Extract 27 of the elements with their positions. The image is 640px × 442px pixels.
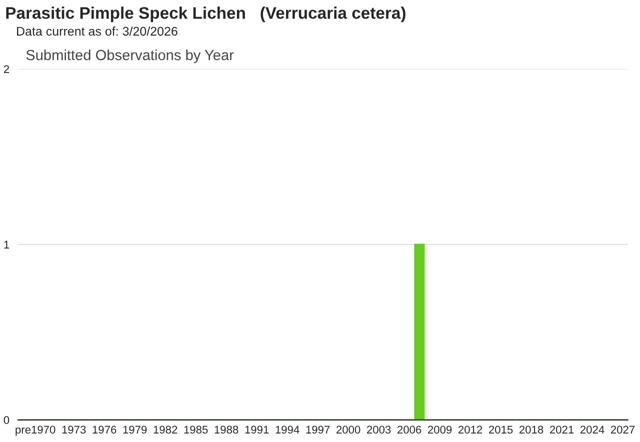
x-tick-label: pre [16, 428, 31, 436]
chart-subtitle: Data current as of: 3/20/2026 [17, 26, 178, 36]
x-tick-label: 1991 [245, 426, 269, 434]
y-tick-label: 2 [4, 65, 10, 73]
x-tick-label: 2021 [550, 426, 574, 434]
x-tick-label: 2015 [488, 426, 513, 434]
x-tick-label: 2024 [580, 426, 604, 434]
chart-title: Parasitic Pimple Speck Lichen (Verrucaria cetera) [6, 6, 406, 22]
x-tick-label: 1988 [214, 426, 238, 434]
x-tick-label: 2000 [336, 426, 360, 434]
x-tick-label: 1970 [32, 426, 56, 434]
x-tick-label: 2009 [428, 426, 452, 434]
x-tick-label: 2018 [519, 426, 544, 434]
x-tick-label: 2012 [458, 426, 482, 434]
x-tick-label: 1994 [276, 426, 300, 434]
x-tick-label: 2027 [610, 426, 635, 434]
x-tick-label: 2003 [366, 426, 391, 434]
x-tick-label: 2006 [397, 426, 422, 434]
x-tick-label: 1982 [154, 426, 178, 434]
x-tick-label: 1976 [92, 426, 116, 434]
x-tick-label: 1997 [306, 426, 330, 434]
x-tick-label: 1979 [123, 426, 147, 434]
text: Submitted Observations by Year [26, 50, 234, 64]
y-tick-label: 1 [4, 240, 10, 248]
x-tick-label: 1985 [184, 426, 208, 434]
x-tick-label: 1973 [62, 426, 86, 434]
y-tick-label: 0 [4, 416, 10, 424]
